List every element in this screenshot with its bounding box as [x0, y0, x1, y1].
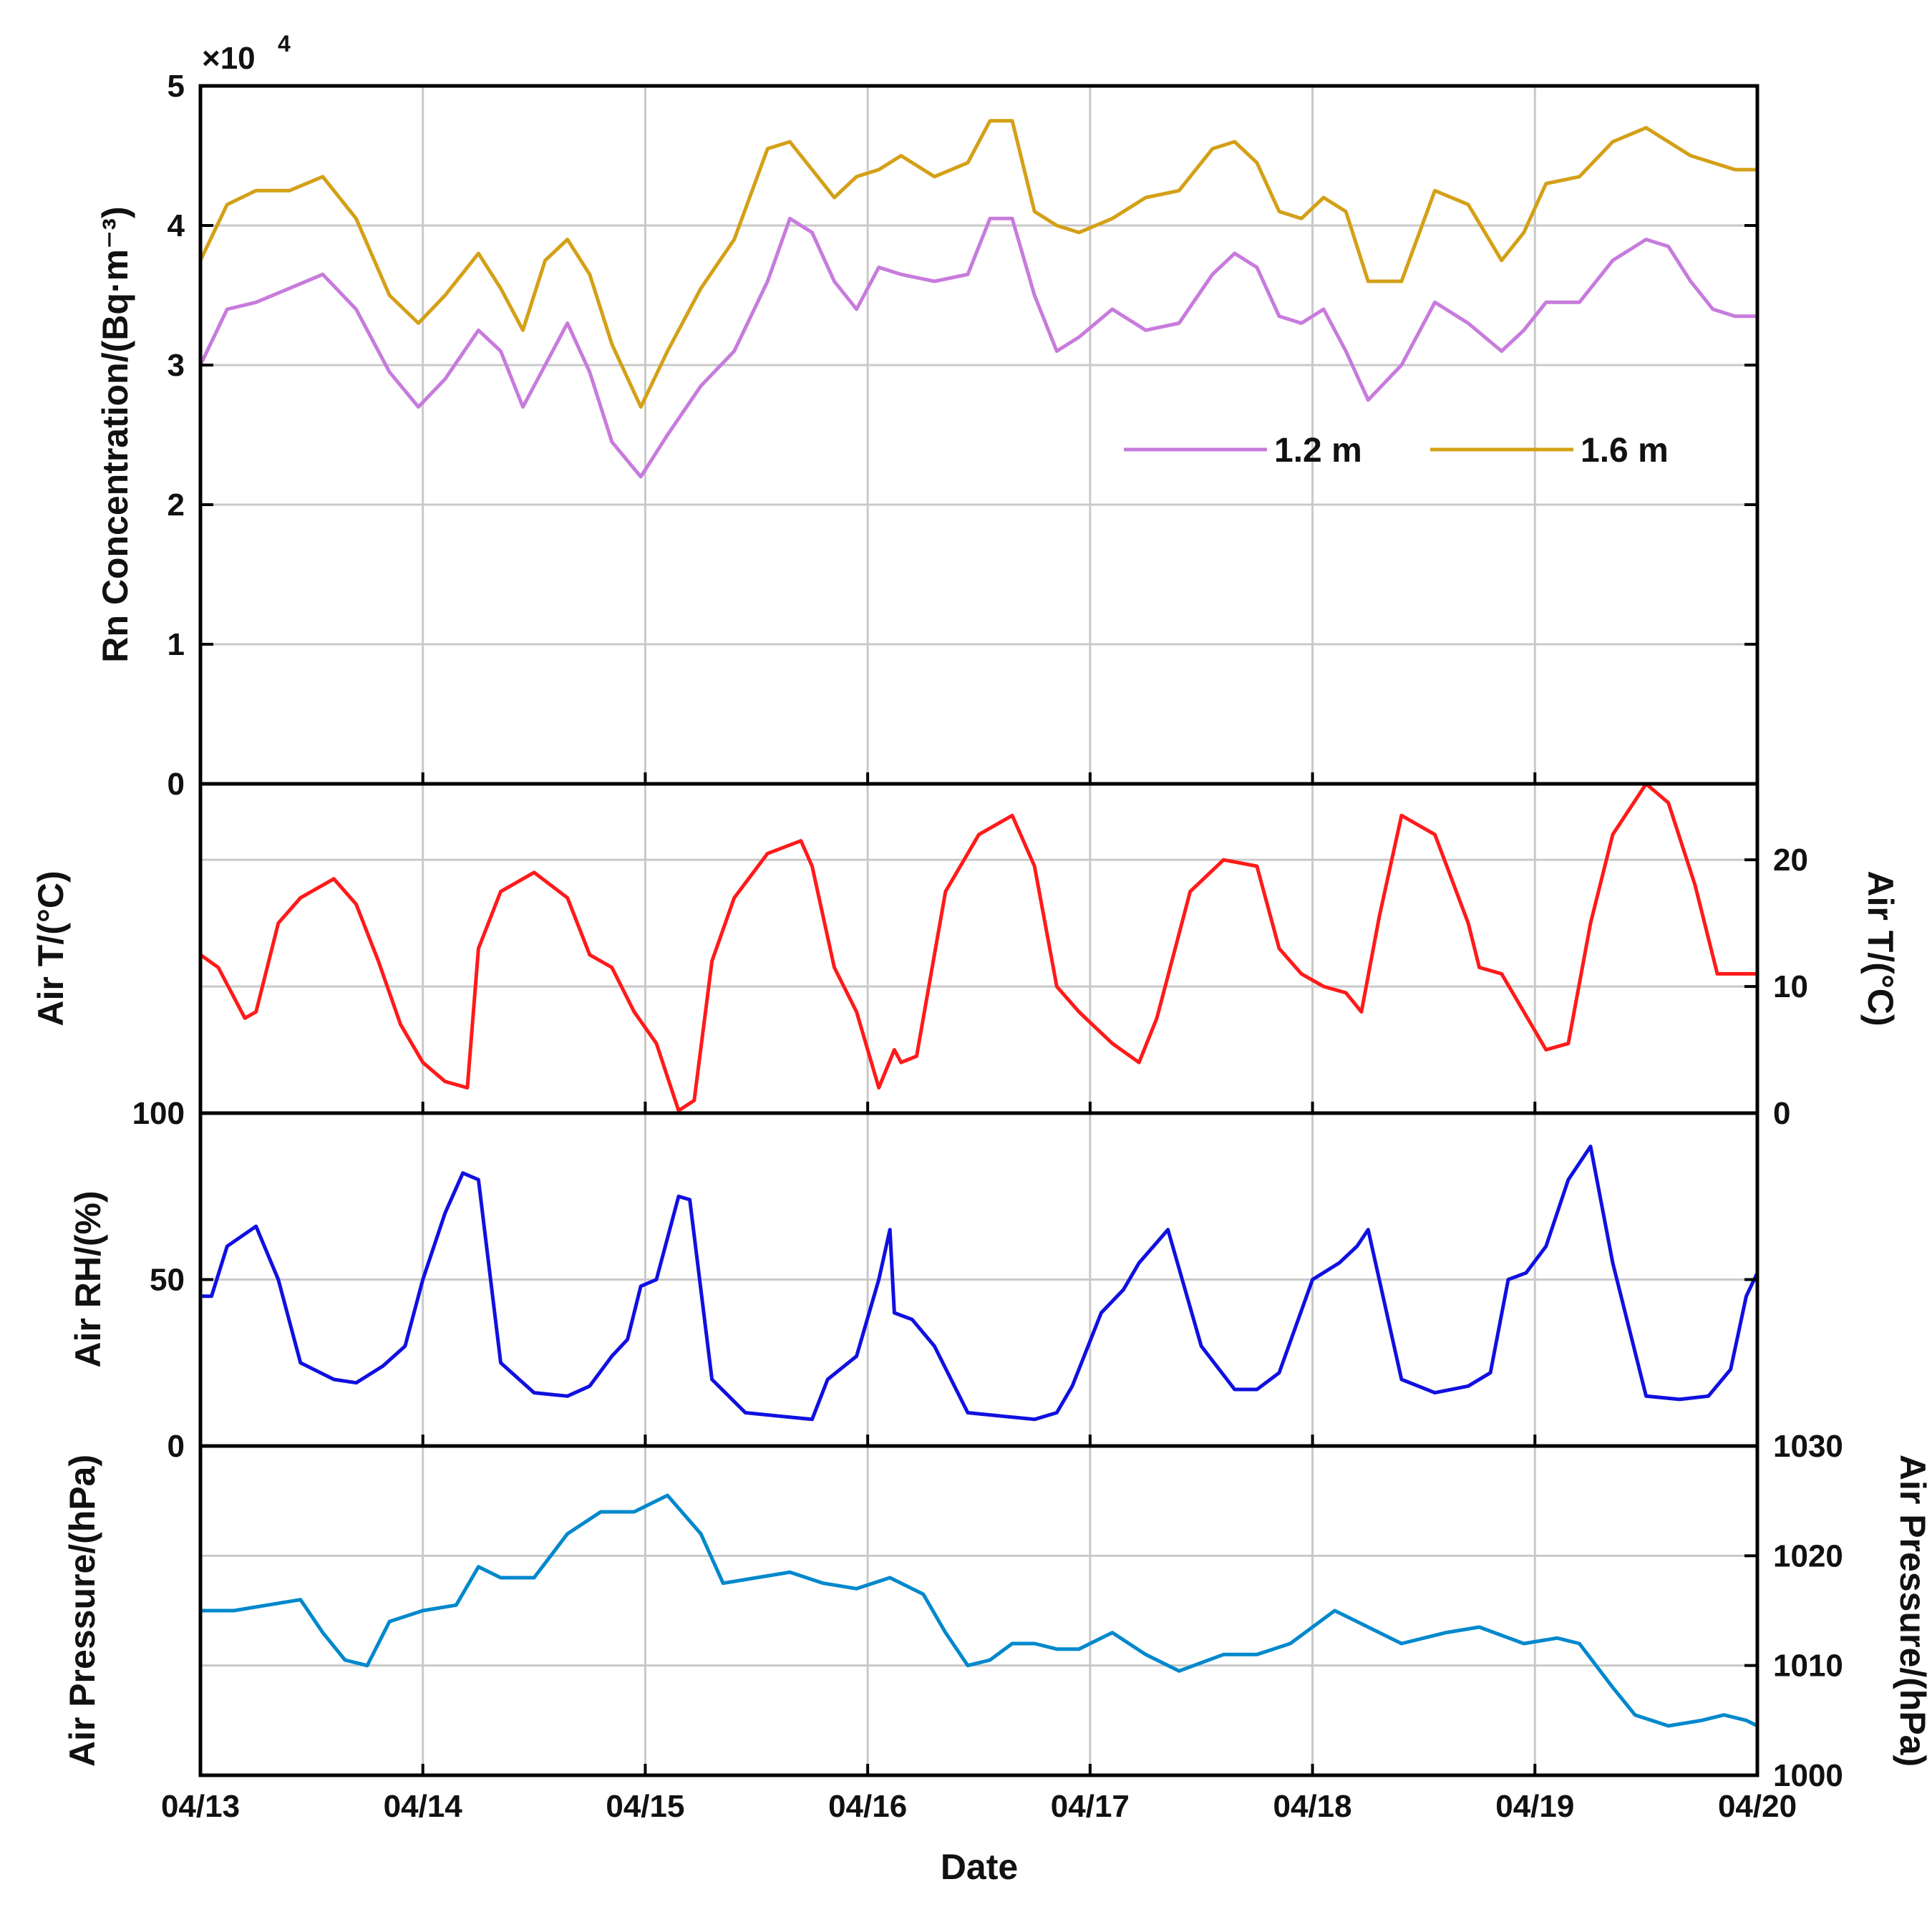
series-line-air-t — [198, 782, 1759, 1112]
air-pressure-y-label-right: Air Pressure/(hPa) — [1893, 1455, 1932, 1767]
y-tick-label-left: 50 — [150, 1263, 185, 1298]
x-tick-label: 04/18 — [1273, 1789, 1352, 1824]
air-temperature-y-ticks: 0 0 10 20 — [168, 843, 1808, 1131]
air-temperature-y-label-left: Air T/(°C) — [31, 870, 71, 1026]
y-tick-label-right: 1030 — [1773, 1429, 1843, 1464]
air-temperature-y-label-right: Air T/(°C) — [1860, 870, 1901, 1026]
x-tick-label: 04/16 — [828, 1789, 907, 1824]
y-tick-label-left: 0 — [168, 1429, 185, 1464]
air-rh-y-label: Air RH/(%) — [68, 1190, 108, 1367]
series-line-air-rh — [198, 1145, 1759, 1422]
x-tick-label: 04/17 — [1051, 1789, 1130, 1824]
x-tick-label: 04/13 — [161, 1789, 240, 1824]
air-pressure-y-label-left: Air Pressure/(hPa) — [62, 1455, 102, 1767]
air-rh-series — [198, 1145, 1759, 1422]
air-temperature-grid — [200, 784, 1757, 1113]
y-tick-label-left: 1 — [168, 627, 185, 662]
air-temperature-panel: 0 0 10 20 Air T/(°C) Air T/(°C) — [31, 782, 1901, 1131]
radon-series — [198, 119, 1759, 479]
radon-legend: 1.2 m 1.6 m — [1124, 432, 1669, 470]
air-temperature-series — [198, 782, 1759, 1112]
series-line-1-2-m — [198, 216, 1759, 479]
y-tick-label-right: 0 — [1773, 1096, 1790, 1131]
series-line-1-6-m — [198, 119, 1759, 409]
air-pressure-plot-frame — [198, 1444, 1759, 1777]
radon-y-label: Rn Concentration/(Bq·m⁻³) — [95, 206, 135, 662]
air-pressure-grid — [200, 1446, 1757, 1775]
x-tick-label: 04/19 — [1495, 1789, 1574, 1824]
y-tick-label-right: 10 — [1773, 969, 1808, 1004]
x-tick-label: 04/15 — [606, 1789, 684, 1824]
legend-label-1-6m: 1.6 m — [1581, 432, 1669, 470]
series-line-air-pressure — [198, 1493, 1759, 1728]
air-pressure-y-ticks: 1000 1010 1020 1030 — [421, 1429, 1843, 1793]
radon-panel: 0 1 2 3 4 5 ×10 4 Rn Concentration/(Bq·m⁻³) 1… — [95, 31, 1759, 802]
y-tick-label-left: 0 — [168, 767, 185, 802]
radon-multiplier: ×10 — [202, 41, 256, 76]
y-tick-label-right: 1010 — [1773, 1649, 1843, 1684]
y-tick-label-left: 0 — [168, 1096, 185, 1131]
x-axis-label: Date — [941, 1847, 1018, 1887]
air-pressure-panel: 1000 1010 1020 1030 Air Pressure/(hPa) Air … — [62, 1429, 1932, 1793]
x-tick-label: 04/20 — [1718, 1789, 1797, 1824]
radon-grid — [200, 86, 1757, 784]
y-tick-label-right: 1020 — [1773, 1538, 1843, 1573]
x-tick-label: 04/14 — [384, 1789, 463, 1824]
radon-multiplier-exponent: 4 — [278, 31, 291, 57]
y-tick-label-right: 1000 — [1773, 1758, 1843, 1793]
y-tick-label-left: 100 — [132, 1096, 185, 1131]
air-rh-y-ticks: 0 50 100 — [132, 1096, 1757, 1464]
y-tick-label-right: 20 — [1773, 843, 1808, 878]
air-rh-grid — [200, 1113, 1757, 1446]
legend-label-1-2m: 1.2 m — [1274, 432, 1362, 470]
radon-y-ticks: 0 1 2 3 4 5 — [168, 69, 1757, 802]
x-axis-ticks: 04/13 04/14 04/15 04/16 04/17 04/18 04/19 04/20 — [161, 1789, 1797, 1824]
y-tick-label-left: 2 — [168, 487, 185, 523]
y-tick-label-left: 3 — [168, 348, 185, 383]
y-tick-label-left: 4 — [168, 208, 185, 243]
air-pressure-series — [198, 1493, 1759, 1728]
y-tick-label-left: 5 — [168, 69, 185, 104]
